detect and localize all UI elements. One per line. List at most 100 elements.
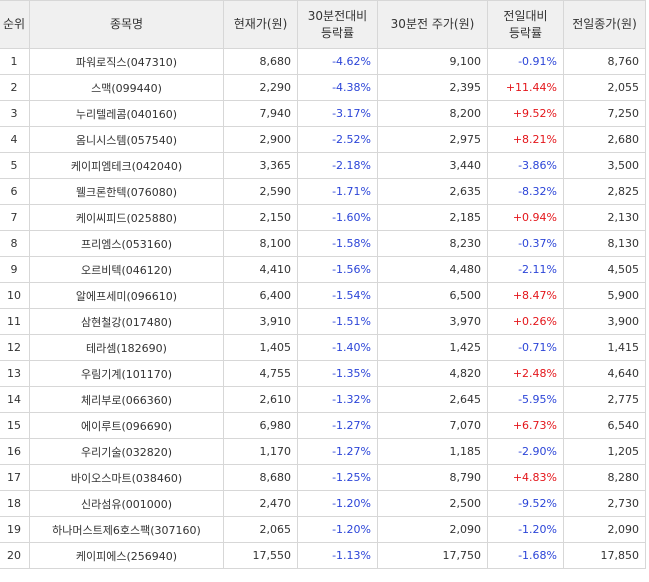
- prev-close-cell: 1,205: [563, 438, 646, 465]
- stock-ranking-table: 순위 종목명 현재가(원) 30분전대비 등락률 30분전 주가(원) 전일대비 등…: [0, 0, 646, 569]
- change-prev-cell: -3.86%: [487, 152, 564, 179]
- stock-name-cell[interactable]: 스맥(099440): [29, 74, 224, 101]
- price-cell: 4,410: [223, 256, 298, 283]
- stock-name-cell[interactable]: 웰크론한텍(076080): [29, 178, 224, 205]
- change-30min-cell: -1.58%: [297, 230, 378, 257]
- change-30min-cell: -2.18%: [297, 152, 378, 179]
- stock-name-cell[interactable]: 우림기계(101170): [29, 360, 224, 387]
- prev-close-cell: 2,055: [563, 74, 646, 101]
- rank-cell: 10: [0, 282, 30, 309]
- table-row: 4 옴니시스템(057540) 2,900 -2.52% 2,975 +8.21% 2,68…: [0, 126, 646, 153]
- rank-cell: 4: [0, 126, 30, 153]
- price-30min-cell: 9,100: [377, 48, 488, 75]
- price-cell: 1,170: [223, 438, 298, 465]
- price-cell: 3,910: [223, 308, 298, 335]
- change-prev-cell: +0.94%: [487, 204, 564, 231]
- table-row: 6 웰크론한텍(076080) 2,590 -1.71% 2,635 -8.32% 2,82…: [0, 178, 646, 205]
- stock-name-cell[interactable]: 에이루트(096690): [29, 412, 224, 439]
- change-prev-cell: +9.52%: [487, 100, 564, 127]
- stock-name-cell[interactable]: 하나머스트제6호스팩(307160): [29, 516, 224, 543]
- table-row: 7 케이씨피드(025880) 2,150 -1.60% 2,185 +0.94% 2,13…: [0, 204, 646, 231]
- price-cell: 2,290: [223, 74, 298, 101]
- price-cell: 17,550: [223, 542, 298, 569]
- stock-name-cell[interactable]: 프리엠스(053160): [29, 230, 224, 257]
- header-row: 순위 종목명 현재가(원) 30분전대비 등락률 30분전 주가(원) 전일대비 등…: [0, 0, 646, 49]
- rank-cell: 16: [0, 438, 30, 465]
- change-prev-cell: -8.32%: [487, 178, 564, 205]
- price-30min-cell: 1,425: [377, 334, 488, 361]
- table-row: 15 에이루트(096690) 6,980 -1.27% 7,070 +6.73% 6,54…: [0, 412, 646, 439]
- table-row: 20 케이피에스(256940) 17,550 -1.13% 17,750 -1.68% 1…: [0, 542, 646, 569]
- stock-name-cell[interactable]: 바이오스마트(038460): [29, 464, 224, 491]
- price-30min-cell: 2,500: [377, 490, 488, 517]
- prev-close-cell: 5,900: [563, 282, 646, 309]
- rank-cell: 20: [0, 542, 30, 569]
- stock-name-cell[interactable]: 케이씨피드(025880): [29, 204, 224, 231]
- stock-name-cell[interactable]: 신라섬유(001000): [29, 490, 224, 517]
- stock-name-cell[interactable]: 케이피엠테크(042040): [29, 152, 224, 179]
- prev-close-cell: 6,540: [563, 412, 646, 439]
- price-cell: 2,150: [223, 204, 298, 231]
- stock-name-cell[interactable]: 우리기술(032820): [29, 438, 224, 465]
- rank-cell: 17: [0, 464, 30, 491]
- rank-cell: 15: [0, 412, 30, 439]
- prev-close-cell: 1,415: [563, 334, 646, 361]
- prev-close-cell: 8,130: [563, 230, 646, 257]
- price-30min-cell: 8,790: [377, 464, 488, 491]
- price-30min-cell: 2,645: [377, 386, 488, 413]
- change-30min-cell: -1.60%: [297, 204, 378, 231]
- stock-name-cell[interactable]: 삼현철강(017480): [29, 308, 224, 335]
- prev-close-cell: 8,760: [563, 48, 646, 75]
- stock-name-cell[interactable]: 테라셈(182690): [29, 334, 224, 361]
- stock-name-cell[interactable]: 파워로직스(047310): [29, 48, 224, 75]
- table-row: 1 파워로직스(047310) 8,680 -4.62% 9,100 -0.91% 8,76…: [0, 48, 646, 75]
- header-price: 현재가(원): [223, 0, 298, 49]
- header-prev-close: 전일종가(원): [563, 0, 646, 49]
- stock-name-cell[interactable]: 알에프세미(096610): [29, 282, 224, 309]
- prev-close-cell: 3,900: [563, 308, 646, 335]
- price-cell: 2,590: [223, 178, 298, 205]
- header-change-prev: 전일대비 등락률: [487, 0, 564, 49]
- prev-close-cell: 2,680: [563, 126, 646, 153]
- table-row: 2 스맥(099440) 2,290 -4.38% 2,395 +11.44% 2,055: [0, 74, 646, 101]
- price-cell: 3,365: [223, 152, 298, 179]
- header-change-30min: 30분전대비 등락률: [297, 0, 378, 49]
- price-cell: 6,400: [223, 282, 298, 309]
- change-prev-cell: -1.68%: [487, 542, 564, 569]
- stock-name-cell[interactable]: 체리부로(066360): [29, 386, 224, 413]
- rank-cell: 9: [0, 256, 30, 283]
- price-30min-cell: 7,070: [377, 412, 488, 439]
- change-30min-cell: -1.27%: [297, 412, 378, 439]
- price-cell: 2,065: [223, 516, 298, 543]
- price-30min-cell: 3,970: [377, 308, 488, 335]
- rank-cell: 18: [0, 490, 30, 517]
- change-prev-cell: -0.71%: [487, 334, 564, 361]
- stock-name-cell[interactable]: 케이피에스(256940): [29, 542, 224, 569]
- change-30min-cell: -1.32%: [297, 386, 378, 413]
- change-30min-cell: -4.62%: [297, 48, 378, 75]
- change-prev-cell: +4.83%: [487, 464, 564, 491]
- price-cell: 8,100: [223, 230, 298, 257]
- change-30min-cell: -1.51%: [297, 308, 378, 335]
- stock-name-cell[interactable]: 오르비텍(046120): [29, 256, 224, 283]
- price-30min-cell: 2,185: [377, 204, 488, 231]
- price-30min-cell: 8,200: [377, 100, 488, 127]
- price-30min-cell: 2,975: [377, 126, 488, 153]
- price-cell: 2,610: [223, 386, 298, 413]
- price-30min-cell: 6,500: [377, 282, 488, 309]
- change-30min-cell: -1.13%: [297, 542, 378, 569]
- change-30min-cell: -1.27%: [297, 438, 378, 465]
- change-prev-cell: -1.20%: [487, 516, 564, 543]
- table-row: 5 케이피엠테크(042040) 3,365 -2.18% 3,440 -3.86% 3,5…: [0, 152, 646, 179]
- price-cell: 8,680: [223, 464, 298, 491]
- change-30min-cell: -1.56%: [297, 256, 378, 283]
- change-prev-cell: +8.21%: [487, 126, 564, 153]
- stock-name-cell[interactable]: 옴니시스템(057540): [29, 126, 224, 153]
- change-prev-cell: -0.37%: [487, 230, 564, 257]
- change-30min-cell: -1.71%: [297, 178, 378, 205]
- stock-name-cell[interactable]: 누리텔레콤(040160): [29, 100, 224, 127]
- price-cell: 8,680: [223, 48, 298, 75]
- price-30min-cell: 17,750: [377, 542, 488, 569]
- price-cell: 2,470: [223, 490, 298, 517]
- change-30min-cell: -2.52%: [297, 126, 378, 153]
